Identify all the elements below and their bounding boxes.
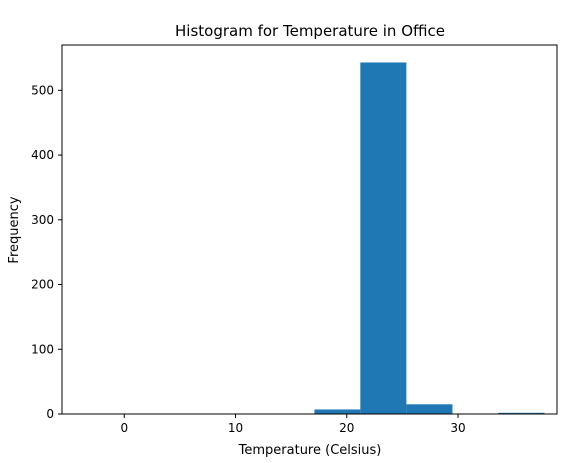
x-tick-label: 30	[450, 421, 465, 435]
histogram-bar-9	[498, 412, 545, 414]
y-axis-label: Frequency	[7, 196, 22, 263]
x-tick-label: 10	[228, 421, 243, 435]
histogram-bar-6	[360, 62, 407, 415]
chart-title: Histogram for Temperature in Office	[175, 22, 445, 40]
y-tick-label: 200	[31, 278, 54, 292]
plot-frame	[61, 44, 558, 415]
y-tick-label: 0	[46, 407, 54, 421]
histogram-bar-7	[406, 404, 453, 414]
histogram-bar-5	[314, 409, 361, 414]
y-tick-label: 100	[31, 342, 54, 356]
y-tick-label: 500	[31, 83, 54, 97]
bars-group	[314, 62, 545, 415]
y-tick-label: 400	[31, 148, 54, 162]
x-tick-label: 20	[339, 421, 354, 435]
y-tick-label: 300	[31, 213, 54, 227]
x-tick-label: 0	[120, 421, 128, 435]
x-axis-label: Temperature (Celsius)	[238, 443, 382, 458]
